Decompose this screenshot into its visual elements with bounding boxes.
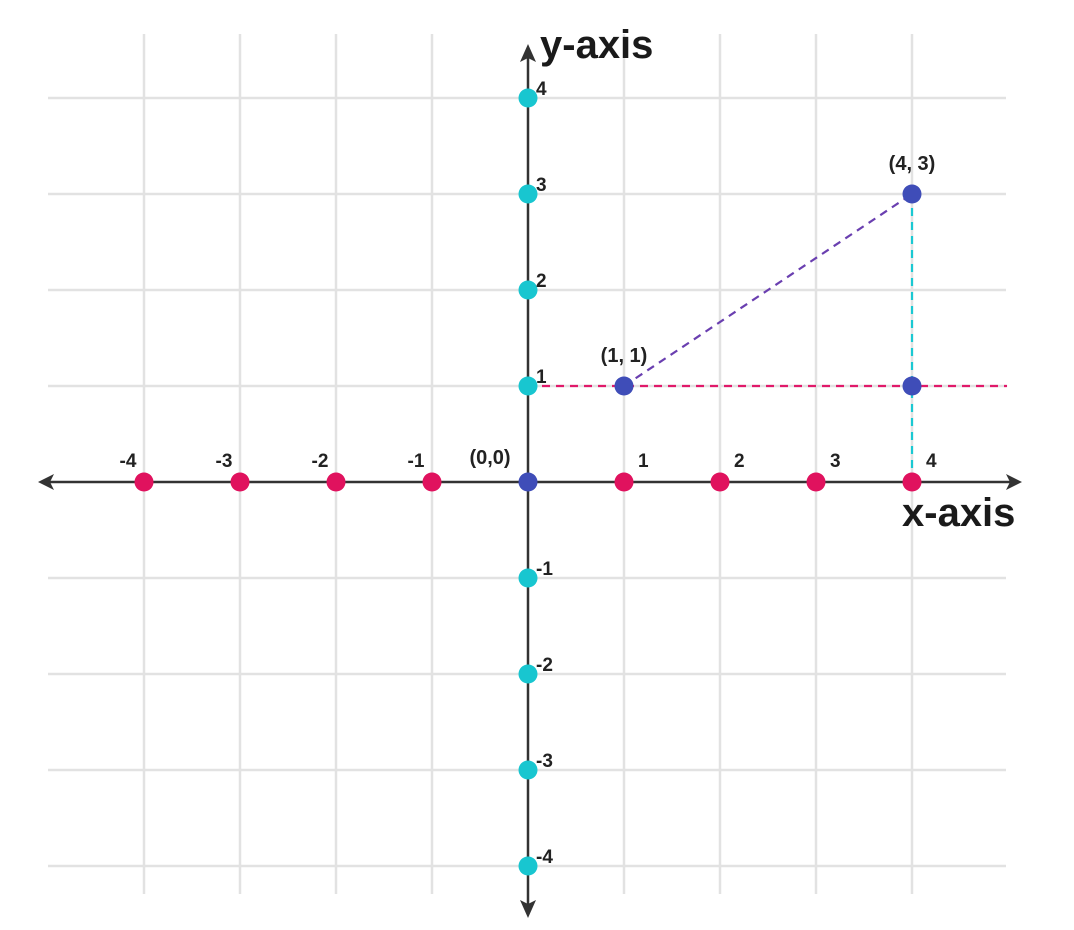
y-tick-label: 4 xyxy=(536,79,547,100)
x-axis-point xyxy=(326,472,346,492)
y-tick-label: -3 xyxy=(536,751,553,772)
highlighted-point xyxy=(902,184,922,204)
x-axis-point xyxy=(134,472,154,492)
y-axis-point xyxy=(518,664,538,684)
y-tick-label: 1 xyxy=(536,367,547,388)
point-label: (0,0) xyxy=(469,447,510,469)
x-tick-label: 3 xyxy=(830,451,841,472)
y-tick-label: -4 xyxy=(536,847,553,868)
y-axis-point xyxy=(518,568,538,588)
x-tick-label: -2 xyxy=(312,451,329,472)
point-label: (4, 3) xyxy=(889,153,936,175)
x-axis-right-arrow xyxy=(1006,474,1022,490)
y-axis-point xyxy=(518,88,538,108)
y-axis-point xyxy=(518,376,538,396)
x-axis-point xyxy=(710,472,730,492)
x-tick-label: 2 xyxy=(734,451,745,472)
x-axis-point xyxy=(614,472,634,492)
y-axis-bottom-arrow xyxy=(520,900,536,918)
y-axis-point xyxy=(518,184,538,204)
highlighted-point xyxy=(614,376,634,396)
dashed-guides xyxy=(528,193,1008,482)
y-tick-label: -1 xyxy=(536,559,553,580)
x-axis-point xyxy=(806,472,826,492)
highlighted-point xyxy=(518,472,538,492)
points xyxy=(134,88,922,876)
x-tick-label: 1 xyxy=(638,451,649,472)
y-tick-label: -2 xyxy=(536,655,553,676)
x-tick-label: -4 xyxy=(120,451,137,472)
dashed-guide xyxy=(623,193,913,387)
x-tick-label: -1 xyxy=(408,451,425,472)
highlighted-point xyxy=(902,376,922,396)
x-axis-left-arrow xyxy=(38,474,54,490)
y-tick-label: 3 xyxy=(536,175,547,196)
y-axis-point xyxy=(518,280,538,300)
labels: -4 -3 -2 -1 1 2 3 4 4 3 2 1 -1 -2 -3 -4 (0,0) (1, 1) (4, 3… xyxy=(120,79,937,868)
point-label: (1, 1) xyxy=(601,345,648,367)
x-tick-label: 4 xyxy=(926,451,937,472)
y-axis-top-arrow xyxy=(520,44,536,62)
y-axis-point xyxy=(518,856,538,876)
x-axis-title: x-axis xyxy=(902,491,1015,535)
y-axis-title: y-axis xyxy=(540,23,653,67)
x-axis-point xyxy=(230,472,250,492)
x-axis-point xyxy=(902,472,922,492)
x-tick-label: -3 xyxy=(216,451,233,472)
y-axis-point xyxy=(518,760,538,780)
x-axis-point xyxy=(422,472,442,492)
y-tick-label: 2 xyxy=(536,271,547,292)
